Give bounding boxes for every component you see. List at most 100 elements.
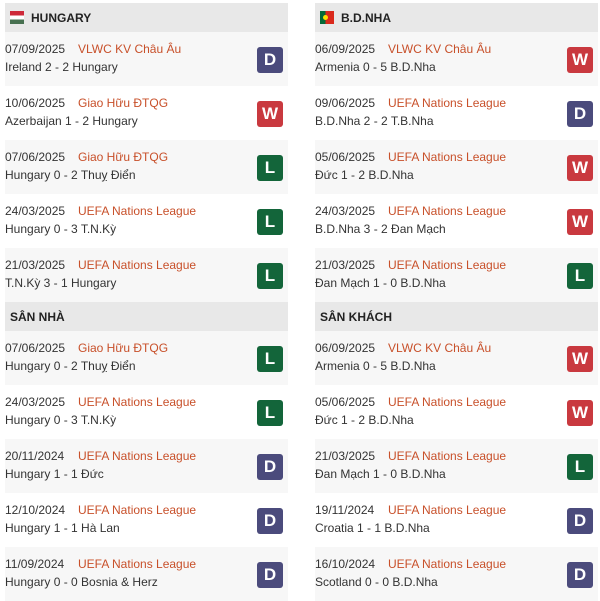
match-date: 21/03/2025	[315, 258, 376, 272]
match-score: Hungary 0 - 3 T.N.Kỳ	[5, 222, 117, 236]
match-score: Azerbaijan 1 - 2 Hungary	[5, 114, 138, 128]
match-score: Đức 1 - 2 B.D.Nha	[315, 413, 414, 427]
match-score: B.D.Nha 3 - 2 Đan Mạch	[315, 222, 446, 236]
competition-link[interactable]: UEFA Nations League	[388, 395, 507, 409]
section-title: SÂN KHÁCH	[320, 309, 392, 324]
match-date: 21/03/2025	[5, 258, 66, 272]
match-date: 24/03/2025	[5, 204, 66, 218]
match-row[interactable]: 24/03/2025 UEFA Nations League Hungary 0…	[5, 385, 288, 439]
competition-link[interactable]: UEFA Nations League	[78, 449, 197, 463]
match-date: 20/11/2024	[5, 449, 65, 463]
match-score: Hungary 0 - 0 Bosnia & Herz	[5, 575, 158, 589]
match-row[interactable]: 20/11/2024 UEFA Nations League Hungary 1…	[5, 439, 288, 493]
match-row[interactable]: 21/03/2025 UEFA Nations League T.N.Kỳ 3 …	[5, 248, 288, 302]
section-header: HUNGARY	[5, 3, 288, 32]
section-title: SÂN NHÀ	[10, 309, 65, 324]
competition-link[interactable]: UEFA Nations League	[388, 449, 507, 463]
panel-0: HUNGARY 07/09/2025 VLWC KV Châu Âu Irela…	[5, 3, 288, 302]
match-date: 09/06/2025	[315, 96, 376, 110]
match-row[interactable]: 21/03/2025 UEFA Nations League Đan Mạch …	[315, 439, 598, 493]
result-badge: W	[567, 346, 593, 372]
result-badge: L	[257, 155, 283, 181]
competition-link[interactable]: Giao Hữu ĐTQG	[78, 96, 169, 110]
panel-2: SÂN NHÀ 07/06/2025 Giao Hữu ĐTQG Hungary…	[5, 302, 288, 601]
result-badge: D	[567, 562, 593, 588]
match-score: Đan Mạch 1 - 0 B.D.Nha	[315, 467, 446, 481]
result-badge: L	[567, 454, 593, 480]
competition-link[interactable]: VLWC KV Châu Âu	[78, 42, 182, 56]
result-badge: D	[257, 562, 283, 588]
match-row[interactable]: 24/03/2025 UEFA Nations League B.D.Nha 3…	[315, 194, 598, 248]
match-date: 06/09/2025	[315, 42, 376, 56]
match-row[interactable]: 07/06/2025 Giao Hữu ĐTQG Hungary 0 - 2 T…	[5, 331, 288, 385]
match-row[interactable]: 05/06/2025 UEFA Nations League Đức 1 - 2…	[315, 385, 598, 439]
section-title: B.D.NHA	[341, 10, 391, 25]
competition-link[interactable]: Giao Hữu ĐTQG	[78, 341, 169, 355]
match-date: 05/06/2025	[315, 395, 376, 409]
result-badge: L	[257, 209, 283, 235]
match-row[interactable]: 19/11/2024 UEFA Nations League Croatia 1…	[315, 493, 598, 547]
match-date: 06/09/2025	[315, 341, 376, 355]
match-row[interactable]: 07/06/2025 Giao Hữu ĐTQG Hungary 0 - 2 T…	[5, 140, 288, 194]
match-date: 19/11/2024	[315, 503, 375, 517]
match-row[interactable]: 06/09/2025 VLWC KV Châu Âu Armenia 0 - 5…	[315, 32, 598, 86]
section-header: SÂN NHÀ	[5, 302, 288, 331]
section-header: B.D.NHA	[315, 3, 598, 32]
result-badge: D	[257, 454, 283, 480]
competition-link[interactable]: VLWC KV Châu Âu	[388, 42, 492, 56]
match-date: 16/10/2024	[315, 557, 376, 571]
competition-link[interactable]: UEFA Nations League	[388, 503, 507, 517]
match-row[interactable]: 21/03/2025 UEFA Nations League Đan Mạch …	[315, 248, 598, 302]
match-row[interactable]: 16/10/2024 UEFA Nations League Scotland …	[315, 547, 598, 601]
competition-link[interactable]: UEFA Nations League	[388, 258, 507, 272]
result-badge: D	[257, 47, 283, 73]
section-header: SÂN KHÁCH	[315, 302, 598, 331]
match-date: 21/03/2025	[315, 449, 376, 463]
competition-link[interactable]: UEFA Nations League	[388, 96, 507, 110]
match-row[interactable]: 12/10/2024 UEFA Nations League Hungary 1…	[5, 493, 288, 547]
competition-link[interactable]: Giao Hữu ĐTQG	[78, 150, 169, 164]
competition-link[interactable]: VLWC KV Châu Âu	[388, 341, 492, 355]
competition-link[interactable]: UEFA Nations League	[388, 204, 507, 218]
result-badge: D	[567, 508, 593, 534]
match-row[interactable]: 09/06/2025 UEFA Nations League B.D.Nha 2…	[315, 86, 598, 140]
match-row[interactable]: 07/09/2025 VLWC KV Châu Âu Ireland 2 - 2…	[5, 32, 288, 86]
section-title: HUNGARY	[31, 10, 92, 25]
match-score: Đức 1 - 2 B.D.Nha	[315, 168, 414, 182]
match-score: Scotland 0 - 0 B.D.Nha	[315, 575, 438, 589]
match-row[interactable]: 10/06/2025 Giao Hữu ĐTQG Azerbaijan 1 - …	[5, 86, 288, 140]
match-date: 07/06/2025	[5, 341, 66, 355]
match-score: Hungary 0 - 3 T.N.Kỳ	[5, 413, 117, 427]
competition-link[interactable]: UEFA Nations League	[78, 204, 197, 218]
result-badge: L	[257, 346, 283, 372]
competition-link[interactable]: UEFA Nations League	[78, 395, 197, 409]
match-score: Hungary 1 - 1 Đức	[5, 467, 104, 481]
match-score: Hungary 0 - 2 Thuỵ Điển	[5, 168, 136, 182]
result-badge: L	[567, 263, 593, 289]
result-badge: W	[567, 400, 593, 426]
competition-link[interactable]: UEFA Nations League	[78, 503, 197, 517]
match-date: 10/06/2025	[5, 96, 66, 110]
result-badge: W	[567, 47, 593, 73]
match-date: 07/06/2025	[5, 150, 66, 164]
competition-link[interactable]: UEFA Nations League	[78, 258, 197, 272]
match-row[interactable]: 24/03/2025 UEFA Nations League Hungary 0…	[5, 194, 288, 248]
result-badge: D	[567, 101, 593, 127]
match-date: 11/09/2024	[5, 557, 65, 571]
match-row[interactable]: 06/09/2025 VLWC KV Châu Âu Armenia 0 - 5…	[315, 331, 598, 385]
panel-1: B.D.NHA 06/09/2025 VLWC KV Châu Âu Armen…	[315, 3, 598, 302]
competition-link[interactable]: UEFA Nations League	[78, 557, 197, 571]
competition-link[interactable]: UEFA Nations League	[388, 557, 507, 571]
match-date: 07/09/2025	[5, 42, 66, 56]
match-row[interactable]: 05/06/2025 UEFA Nations League Đức 1 - 2…	[315, 140, 598, 194]
match-row[interactable]: 11/09/2024 UEFA Nations League Hungary 0…	[5, 547, 288, 601]
result-badge: L	[257, 400, 283, 426]
match-score: B.D.Nha 2 - 2 T.B.Nha	[315, 114, 434, 128]
match-score: Croatia 1 - 1 B.D.Nha	[315, 521, 430, 535]
match-score: Ireland 2 - 2 Hungary	[5, 60, 118, 74]
match-date: 05/06/2025	[315, 150, 376, 164]
match-score: T.N.Kỳ 3 - 1 Hungary	[5, 276, 117, 290]
match-score: Hungary 1 - 1 Hà Lan	[5, 521, 120, 535]
hungary-flag-icon	[10, 11, 24, 24]
competition-link[interactable]: UEFA Nations League	[388, 150, 507, 164]
